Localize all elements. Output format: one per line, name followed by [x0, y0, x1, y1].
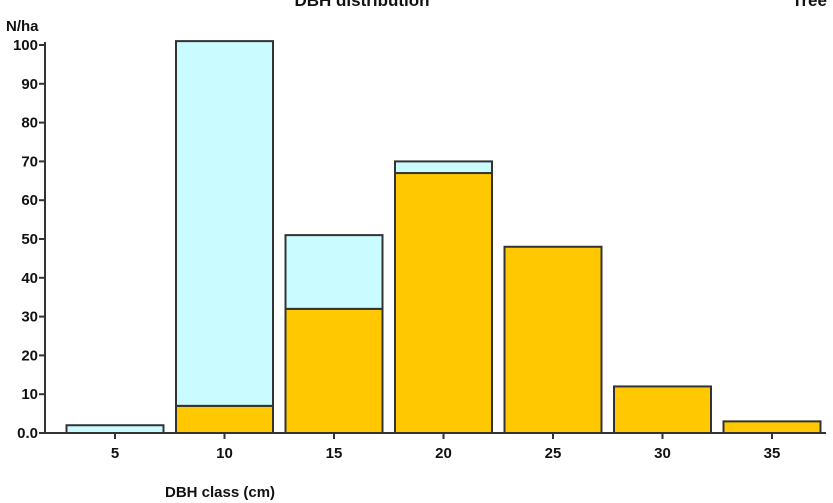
chart-title: DBH distribution — [294, 0, 429, 10]
y-axis-title: N/ha — [6, 18, 39, 35]
y-tick-label: 50 — [21, 231, 38, 248]
bar-segment-30-s1 — [613, 385, 712, 435]
x-tick-label: 10 — [216, 445, 233, 462]
bar-segment-20-s1 — [394, 172, 493, 434]
x-tick-label: 15 — [326, 445, 343, 462]
bar-segment-25-s1 — [503, 245, 603, 434]
y-tick-label: 30 — [21, 309, 38, 326]
axes-group: 0.0 10 20 30 40 50 60 70 80 90 100 5 10 15 20 25 30 35 — [13, 37, 826, 462]
bars-group — [65, 40, 822, 435]
y-tick-label: 40 — [21, 270, 38, 287]
x-tick-label: 20 — [435, 445, 452, 462]
y-tick-label: 70 — [21, 153, 38, 170]
bar-segment-15-s2 — [284, 234, 384, 310]
bar-segment-10-s1 — [175, 404, 274, 434]
y-tick-label: 100 — [13, 37, 38, 54]
x-tick-label: 25 — [545, 445, 562, 462]
x-tick-label: 30 — [654, 445, 671, 462]
y-tick-label: 0.0 — [17, 425, 38, 442]
y-tick-label: 80 — [21, 115, 38, 132]
x-tick-label: 5 — [111, 445, 119, 462]
bar-segment-35-s1 — [722, 420, 822, 434]
y-tick-label: 20 — [21, 347, 38, 364]
y-tick-label: 60 — [21, 192, 38, 209]
x-tick-label: 35 — [764, 445, 781, 462]
bar-segment-10-s2 — [175, 40, 274, 407]
bar-segment-15-s1 — [284, 307, 384, 434]
y-tick-label: 10 — [21, 386, 38, 403]
x-axis-title: DBH class (cm) — [165, 484, 275, 501]
bar-segment-5-s2 — [65, 424, 165, 434]
corner-label: Tree — [792, 0, 827, 10]
bar-segment-20-s2 — [394, 160, 493, 175]
y-tick-label: 90 — [21, 76, 38, 93]
